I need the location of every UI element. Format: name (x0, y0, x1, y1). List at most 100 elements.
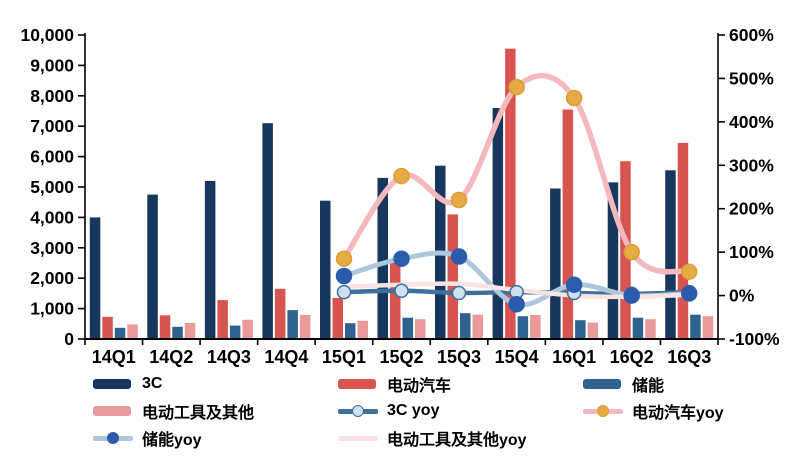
bar-swatch (93, 379, 131, 389)
bar (550, 188, 561, 339)
bar (102, 316, 113, 339)
bar (229, 325, 241, 339)
bar (172, 326, 183, 339)
x-axis-category-label: 14Q4 (264, 347, 308, 367)
y-axis-left-tick-label: 5,000 (30, 177, 74, 197)
bar (517, 316, 529, 339)
bar (287, 310, 298, 339)
bar (632, 317, 644, 339)
bar-swatch (338, 379, 376, 389)
bar-swatch (583, 379, 621, 389)
legend-item-ev: 电动汽车 (338, 374, 583, 395)
data-point-marker (680, 263, 698, 280)
y-axis-left-tick-label: 4,000 (30, 207, 74, 227)
bar (377, 177, 388, 339)
legend-label: 储能yoy (142, 432, 202, 449)
marker-swatch (352, 405, 364, 417)
bar-series-储能 (114, 310, 701, 339)
chart-area: 0 1,000 2,000 3,000 4,000 5,000 6,000 7,000 8,00… (20, 25, 780, 367)
bar (607, 182, 619, 339)
bar (562, 109, 574, 339)
data-point-marker (623, 243, 640, 261)
y-axis-left-tick-label: 3,000 (30, 238, 74, 258)
data-point-marker (508, 78, 525, 96)
legend-item-tools-yoy: 电动工具及其他yoy (338, 428, 583, 449)
data-point-marker (680, 285, 698, 302)
y-axis-right-tick-label: 300% (729, 155, 774, 175)
bar (332, 298, 343, 339)
bar (345, 323, 356, 339)
bar (274, 288, 286, 339)
bar (299, 315, 311, 339)
legend-label: 电动汽车yoy (632, 405, 724, 422)
markers (335, 78, 698, 313)
y-axis-right-tick-label: 600% (729, 25, 774, 45)
legend-label: 3C yoy (387, 402, 440, 419)
x-axis-category-label: 15Q2 (379, 347, 423, 367)
data-point-marker (623, 287, 640, 304)
legend-label: 储能 (632, 378, 665, 395)
x-axis: 14Q1 14Q2 14Q3 14Q4 15Q1 15Q2 15Q3 15Q4 16Q1 16Q2… (84, 338, 719, 367)
x-axis-category-label: 14Q1 (92, 347, 136, 367)
line-marker-swatch-icon (338, 403, 378, 419)
y-axis-left: 0 1,000 2,000 3,000 4,000 5,000 6,000 7,000 8,00… (20, 25, 86, 349)
data-point-marker (450, 248, 468, 265)
x-axis-category-label: 15Q4 (495, 347, 539, 367)
y-axis-right-tick-label: 0% (729, 286, 755, 306)
x-axis-category-label: 15Q3 (437, 347, 481, 367)
bar (320, 200, 331, 339)
legend-item-tools: 电动工具及其他 (93, 401, 338, 422)
bar (677, 142, 689, 339)
bar (89, 217, 101, 339)
data-point-marker (393, 167, 410, 185)
bar (530, 315, 541, 339)
bar-series-电动工具及其他 (127, 314, 714, 339)
legend-label: 电动汽车 (387, 378, 452, 395)
y-axis-right: -100% 0% 100% 200% 300% 400% 500% 600% (717, 25, 780, 349)
y-axis-right-tick-label: 200% (729, 199, 774, 219)
line-swatch (338, 436, 378, 441)
x-axis-category-label: 16Q1 (552, 347, 596, 367)
legend-label: 电动工具及其他yoy (387, 432, 527, 449)
legend-label: 电动工具及其他 (142, 405, 255, 422)
chart-canvas: 0 1,000 2,000 3,000 4,000 5,000 6,000 7,000 8,00… (20, 25, 780, 367)
data-point-marker (508, 296, 525, 313)
bar (217, 300, 228, 339)
bar (505, 48, 516, 339)
bar (204, 180, 216, 339)
y-axis-right-tick-label: 400% (729, 112, 774, 132)
bar-series-3C (89, 108, 676, 339)
bar-swatch-icon (93, 376, 133, 392)
bar (184, 322, 196, 339)
data-point-marker (335, 250, 353, 267)
x-axis-category-label: 16Q2 (610, 347, 654, 367)
bar (702, 316, 714, 339)
y-axis-left-tick-label: 0 (64, 329, 74, 349)
data-point-marker (565, 276, 583, 293)
x-axis-category-label: 14Q2 (149, 347, 193, 367)
bar (262, 123, 273, 339)
y-axis-left-tick-label: 1,000 (30, 299, 74, 319)
bar (390, 263, 401, 339)
bar (415, 319, 426, 339)
data-point-marker (565, 89, 583, 107)
legend-item-3c: 3C (93, 374, 338, 394)
chart-legend: 3C 电动汽车 储能 电动工具及其他 3C yoy 电动汽车yoy 储能yoy … (93, 374, 724, 449)
bar-swatch-icon (338, 376, 378, 392)
bar (472, 314, 483, 339)
y-axis-right-tick-label: 100% (729, 242, 774, 262)
marker-swatch (107, 432, 119, 444)
bar (690, 314, 701, 339)
line-swatch-icon (338, 430, 378, 446)
bar-swatch-icon (93, 403, 133, 419)
y-axis-left-tick-label: 2,000 (30, 268, 74, 288)
y-axis-left-tick-label: 6,000 (30, 147, 74, 167)
bar (460, 313, 471, 339)
bar (575, 320, 586, 339)
bar (645, 319, 656, 339)
bar (159, 315, 171, 339)
y-axis-left-tick-label: 10,000 (20, 25, 74, 45)
legend-item-storage-yoy: 储能yoy (93, 428, 338, 449)
y-axis-left-tick-label: 7,000 (30, 116, 74, 136)
